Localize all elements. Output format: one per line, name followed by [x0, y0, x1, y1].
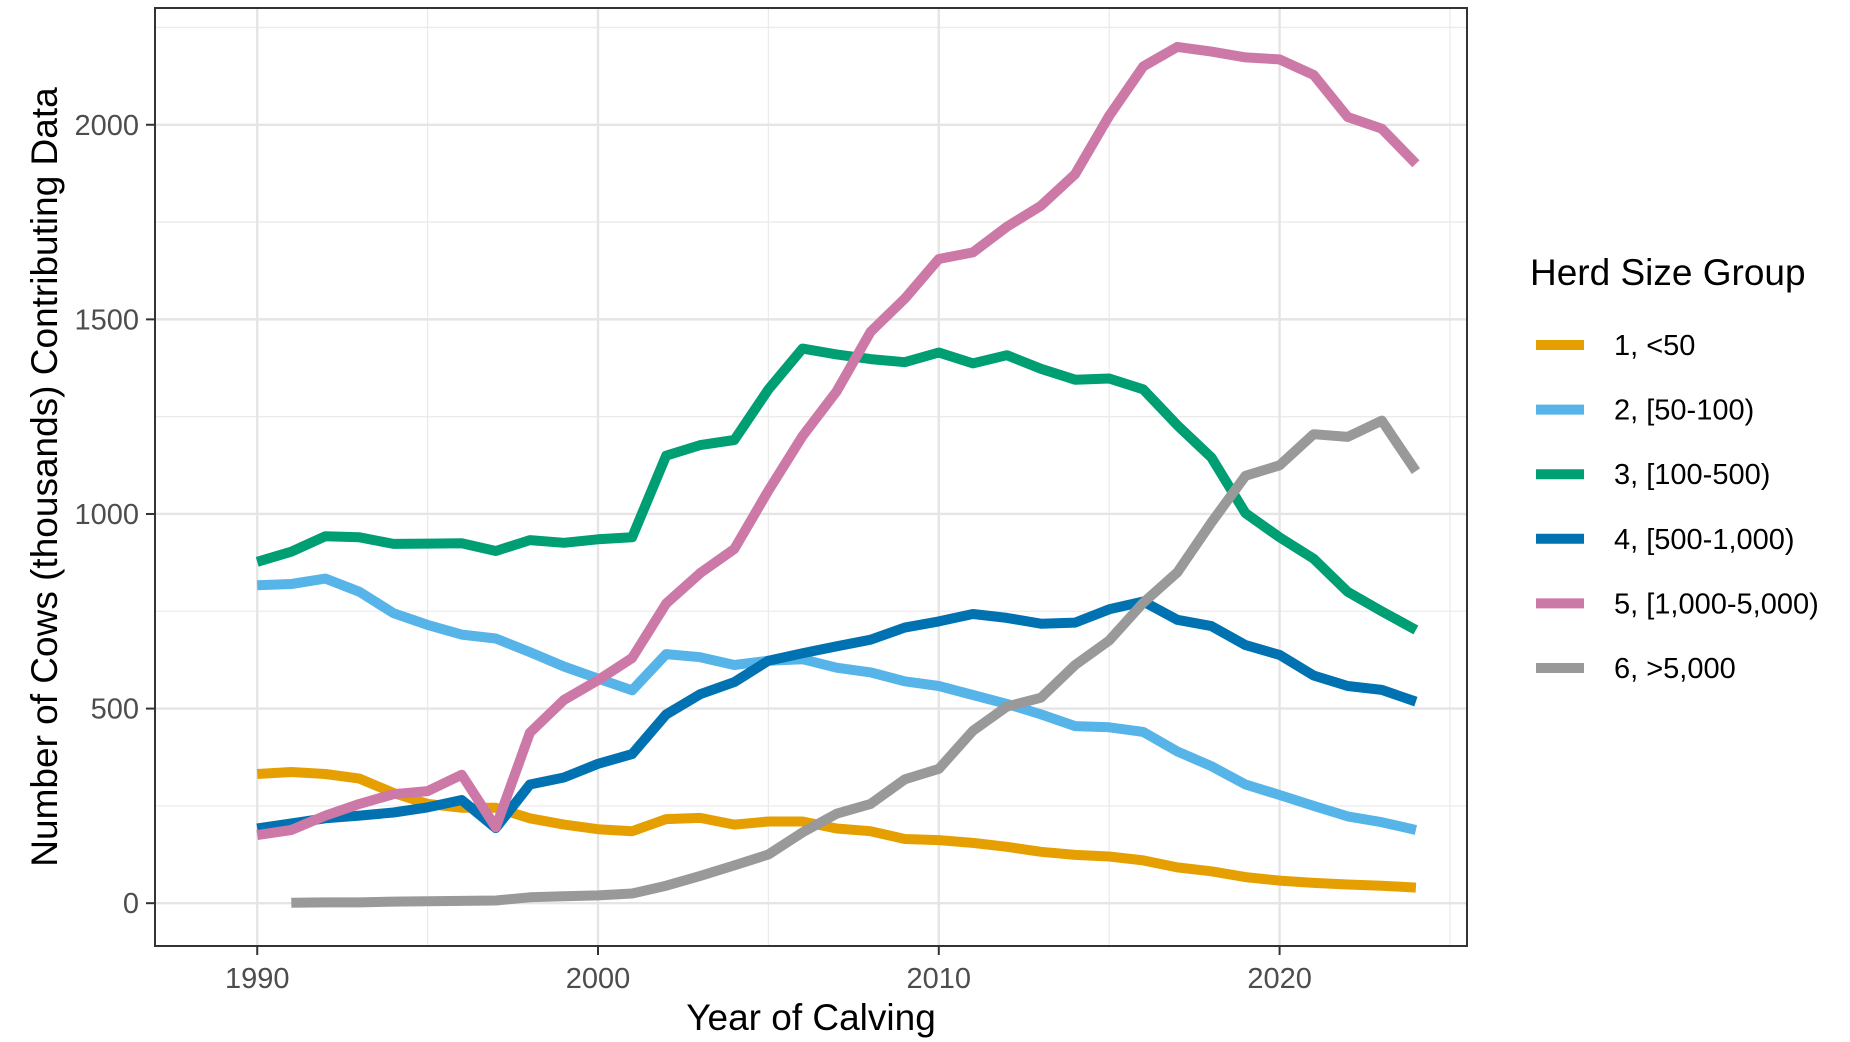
x-tick-label: 1990 — [225, 963, 290, 995]
legend-label: 3, [100-500) — [1614, 459, 1770, 491]
legend-items: 1, <50 2, [50-100) 3, [100-500) 4, [500-1,0… — [1536, 330, 1819, 685]
plot-panel-border — [154, 7, 1468, 947]
minor-gridlines — [155, 8, 1467, 946]
y-tick-label: 1000 — [74, 499, 139, 531]
legend-title: Herd Size Group — [1530, 252, 1806, 293]
series-lines — [255, 41, 1421, 908]
series-line — [257, 573, 1418, 835]
y-axis-title: Number of Cows (thousands) Contributing … — [24, 87, 65, 867]
y-tick-label: 1500 — [74, 304, 139, 336]
x-axis-title: Year of Calving — [686, 997, 936, 1038]
legend-label: 1, <50 — [1614, 330, 1695, 362]
legend-label: 6, >5,000 — [1614, 653, 1736, 685]
x-tick-label: 2000 — [566, 963, 631, 995]
legend-label: 5, [1,000-5,000) — [1614, 588, 1819, 620]
series-line — [291, 415, 1421, 908]
series-line — [256, 596, 1418, 834]
y-tick-label: 2000 — [74, 110, 139, 142]
x-axis: 1990 2000 2010 2020 — [225, 946, 1312, 995]
y-tick-label: 0 — [123, 888, 139, 920]
y-axis: 0 500 1000 1500 2000 — [74, 110, 155, 920]
y-tick-label: 500 — [91, 694, 139, 726]
legend-label: 4, [500-1,000) — [1614, 524, 1795, 556]
x-tick-label: 2020 — [1247, 963, 1312, 995]
x-tick-label: 2010 — [907, 963, 972, 995]
legend: Herd Size Group 1, <50 2, [50-100) 3, [100… — [1530, 252, 1819, 685]
series-line — [256, 41, 1420, 841]
legend-label: 2, [50-100) — [1614, 395, 1754, 427]
series-line — [255, 343, 1419, 635]
